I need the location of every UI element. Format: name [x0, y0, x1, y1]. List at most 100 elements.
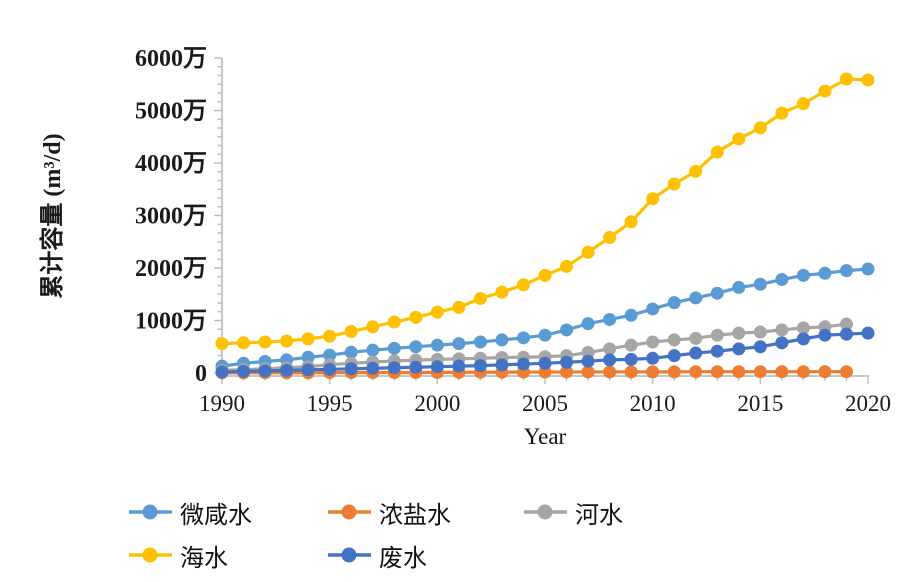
- data-point-废水-1997: [366, 361, 380, 375]
- data-point-微咸水-2011: [667, 296, 681, 310]
- data-point-海水-1996: [344, 325, 358, 339]
- data-point-浓盐水-2012: [689, 365, 703, 379]
- data-point-浓盐水-2008: [603, 365, 617, 379]
- x-tick-label-2005: 2005: [522, 391, 568, 416]
- data-point-废水-2009: [624, 352, 638, 366]
- y-tick-label-0: 0: [195, 361, 207, 387]
- data-point-海水-1991: [237, 336, 251, 350]
- data-point-微咸水-1994: [301, 350, 315, 364]
- data-point-微咸水-2020: [861, 262, 875, 276]
- data-point-海水-2018: [818, 84, 832, 98]
- data-point-河水-2016: [775, 323, 789, 337]
- x-tick-label-2020: 2020: [845, 391, 891, 416]
- data-point-废水-2004: [516, 357, 530, 371]
- data-point-海水-1992: [258, 335, 272, 349]
- data-point-废水-2001: [452, 359, 466, 373]
- data-point-微咸水-2001: [452, 337, 466, 351]
- y-tick-label-2000万: 2000万: [135, 256, 207, 282]
- data-point-废水-1990: [215, 365, 229, 379]
- data-point-河水-2015: [753, 325, 767, 339]
- data-point-废水-2020: [861, 326, 875, 340]
- data-point-微咸水-2003: [495, 333, 509, 347]
- data-point-海水-2016: [775, 106, 789, 120]
- legend-marker-海水: [129, 547, 172, 563]
- data-point-海水-2000: [430, 305, 444, 319]
- data-point-浓盐水-2006: [560, 365, 574, 379]
- data-point-河水-2013: [710, 328, 724, 342]
- data-point-废水-2014: [732, 342, 746, 356]
- data-point-微咸水-2000: [430, 338, 444, 352]
- data-point-微咸水-2015: [753, 277, 767, 291]
- data-point-废水-1998: [387, 361, 401, 375]
- data-point-微咸水-2006: [560, 323, 574, 337]
- data-point-废水-2002: [473, 359, 487, 373]
- data-point-微咸水-2013: [710, 286, 724, 300]
- data-point-废水-2010: [646, 351, 660, 365]
- legend-item-海水: 海水: [128, 540, 228, 572]
- data-point-河水-2011: [667, 333, 681, 347]
- data-point-海水-2010: [646, 192, 660, 206]
- data-point-废水-1992: [258, 364, 272, 378]
- legend-label-海水: 海水: [180, 545, 228, 572]
- legend-item-河水: 河水: [523, 497, 623, 529]
- data-point-微咸水-2004: [516, 331, 530, 345]
- data-point-海水-2005: [538, 268, 552, 282]
- data-point-废水-2008: [603, 353, 617, 367]
- data-point-海水-2013: [710, 145, 724, 159]
- data-point-废水-2019: [839, 327, 853, 341]
- legend-marker-dot: [537, 504, 553, 520]
- data-point-微咸水-1999: [409, 340, 423, 354]
- data-point-浓盐水-2015: [753, 365, 767, 379]
- data-point-河水-2012: [689, 331, 703, 345]
- data-point-海水-1995: [323, 329, 337, 343]
- data-point-海水-2007: [581, 245, 595, 259]
- data-point-微咸水-1998: [387, 341, 401, 355]
- data-point-海水-2001: [452, 300, 466, 314]
- data-point-浓盐水-2014: [732, 365, 746, 379]
- data-point-浓盐水-2009: [624, 365, 638, 379]
- data-point-浓盐水-2011: [667, 365, 681, 379]
- legend-label-微咸水: 微咸水: [180, 502, 252, 529]
- data-point-浓盐水-2018: [818, 365, 832, 379]
- data-point-微咸水-2017: [796, 268, 810, 282]
- data-point-海水-2014: [732, 132, 746, 146]
- x-tick-label-2010: 2010: [630, 391, 676, 416]
- y-tick-label-1000万: 1000万: [135, 309, 207, 335]
- data-point-河水-2008: [603, 342, 617, 356]
- data-point-废水-2012: [689, 346, 703, 360]
- x-tick-label-2000: 2000: [414, 391, 460, 416]
- data-point-废水-2007: [581, 354, 595, 368]
- data-point-海水-2008: [603, 231, 617, 245]
- data-point-海水-1993: [280, 334, 294, 348]
- legend-marker-微咸水: [129, 504, 172, 520]
- data-point-河水-2010: [646, 335, 660, 349]
- data-point-浓盐水-2017: [796, 365, 810, 379]
- data-point-微咸水-2008: [603, 312, 617, 326]
- legend-item-废水: 废水: [327, 540, 427, 572]
- data-point-废水-1995: [323, 362, 337, 376]
- data-point-废水-2011: [667, 349, 681, 363]
- data-point-微咸水-2014: [732, 280, 746, 294]
- legend-label-废水: 废水: [379, 545, 427, 572]
- data-point-微咸水-2019: [839, 264, 853, 278]
- data-point-微咸水-2007: [581, 317, 595, 331]
- data-point-浓盐水-2007: [581, 365, 595, 379]
- data-point-微咸水-2009: [624, 308, 638, 322]
- data-point-河水-2014: [732, 326, 746, 340]
- x-axis-title: Year: [523, 424, 567, 449]
- legend-marker-河水: [524, 504, 567, 520]
- data-point-海水-1998: [387, 315, 401, 329]
- data-point-浓盐水-2010: [646, 365, 660, 379]
- data-point-海水-2011: [667, 177, 681, 191]
- data-point-废水-1999: [409, 360, 423, 374]
- data-point-废水-2000: [430, 360, 444, 374]
- data-point-微咸水-2016: [775, 273, 789, 287]
- data-point-微咸水-2012: [689, 291, 703, 305]
- legend-marker-dot: [341, 504, 357, 520]
- data-point-海水-2019: [839, 72, 853, 86]
- data-point-海水-2002: [473, 291, 487, 305]
- legend-marker-dot: [341, 547, 357, 563]
- data-point-海水-1997: [366, 320, 380, 334]
- data-point-废水-2016: [775, 336, 789, 350]
